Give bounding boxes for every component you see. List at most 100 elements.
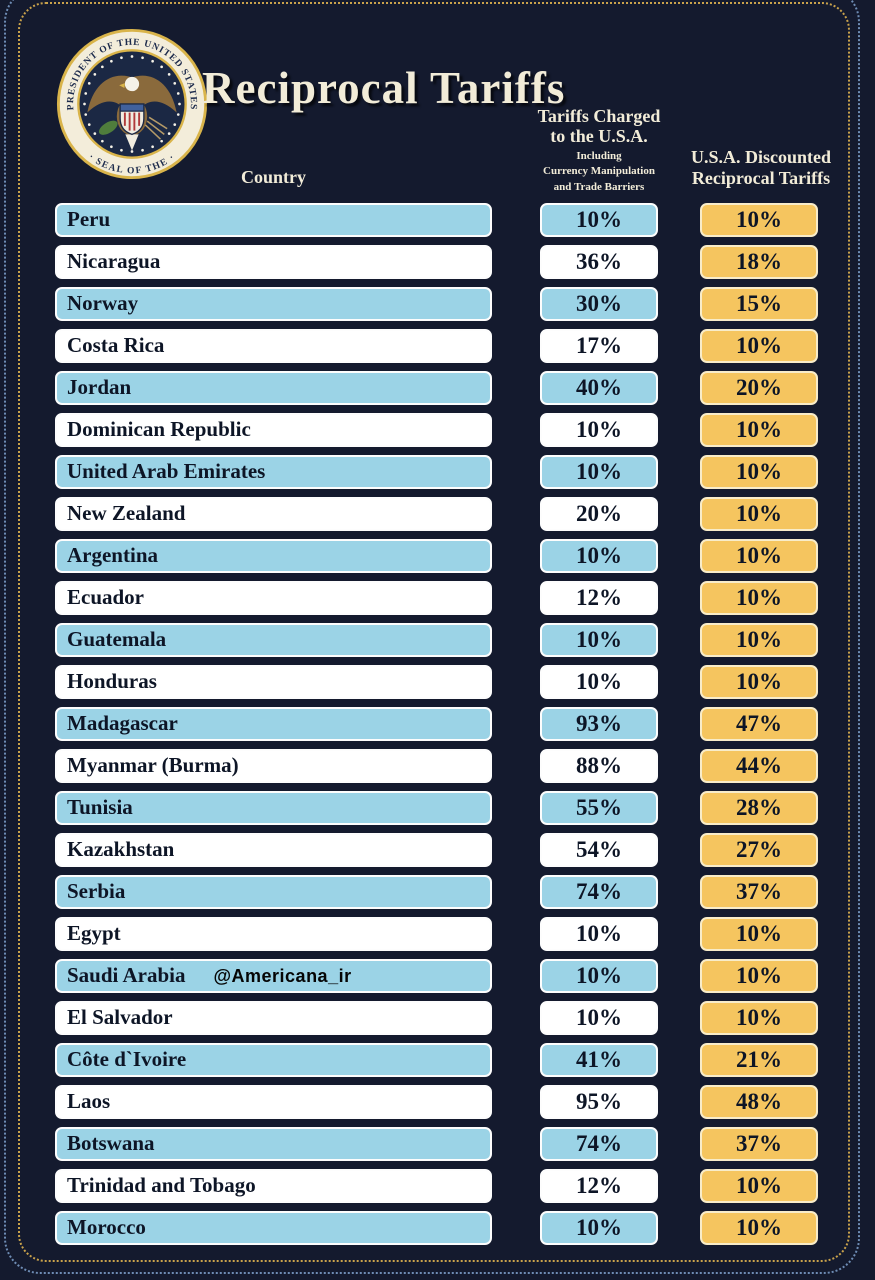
page-title: Reciprocal Tariffs [202, 63, 566, 113]
reciprocal-tariff-cell: 21% [700, 1043, 818, 1077]
charged-header-sub3: and Trade Barriers [553, 180, 645, 193]
country-cell: New Zealand [55, 497, 492, 531]
reciprocal-tariff-cell: 10% [700, 203, 818, 237]
country-name: New Zealand [67, 501, 186, 525]
reciprocal-tariff-cell: 47% [700, 707, 818, 741]
reciprocal-tariff-cell: 10% [700, 917, 818, 951]
tariff-charged-cell: 41% [540, 1043, 658, 1077]
charged-header-line2: to the U.S.A. [550, 126, 648, 147]
table-row: Dominican Republic 10% 10% [0, 413, 875, 447]
reciprocal-tariff-cell: 10% [700, 1169, 818, 1203]
table-row: Madagascar 93% 47% [0, 707, 875, 741]
country-name: Myanmar (Burma) [67, 753, 239, 777]
reciprocal-tariff-cell: 37% [700, 1127, 818, 1161]
tariff-charged-cell: 55% [540, 791, 658, 825]
country-name: Jordan [67, 375, 132, 399]
country-cell: Myanmar (Burma) [55, 749, 492, 783]
tariff-charged-cell: 40% [540, 371, 658, 405]
country-name: Morocco [67, 1215, 146, 1239]
reciprocal-header-line1: U.S.A. Discounted [690, 147, 832, 167]
tariff-charged-cell: 30% [540, 287, 658, 321]
reciprocal-tariff-cell: 10% [700, 665, 818, 699]
table-row: Nicaragua 36% 18% [0, 245, 875, 279]
country-cell: Dominican Republic [55, 413, 492, 447]
reciprocal-tariff-cell: 18% [700, 245, 818, 279]
watermark-text: @Americana_ir [213, 966, 352, 986]
tariff-charged-cell: 20% [540, 497, 658, 531]
country-cell: Costa Rica [55, 329, 492, 363]
reciprocal-tariff-cell: 10% [700, 455, 818, 489]
country-name: Côte d`Ivoire [67, 1047, 187, 1071]
tariff-charged-cell: 10% [540, 665, 658, 699]
table-row: Kazakhstan 54% 27% [0, 833, 875, 867]
country-name: Saudi Arabia [67, 963, 186, 987]
table-row: Ecuador 12% 10% [0, 581, 875, 615]
country-cell: Morocco [55, 1211, 492, 1245]
country-name: Norway [67, 291, 139, 315]
column-header-reciprocal: U.S.A. Discounted Reciprocal Tariffs [678, 147, 844, 188]
table-row: Jordan 40% 20% [0, 371, 875, 405]
table-row: Egypt 10% 10% [0, 917, 875, 951]
tariff-charged-cell: 10% [540, 623, 658, 657]
country-name: Madagascar [67, 711, 178, 735]
tariff-charged-cell: 10% [540, 539, 658, 573]
tariff-charged-cell: 10% [540, 959, 658, 993]
tariff-charged-cell: 74% [540, 875, 658, 909]
tariff-charged-cell: 10% [540, 1211, 658, 1245]
reciprocal-tariff-cell: 20% [700, 371, 818, 405]
reciprocal-tariff-cell: 37% [700, 875, 818, 909]
table-row: Botswana 74% 37% [0, 1127, 875, 1161]
country-cell: Nicaragua [55, 245, 492, 279]
country-name: Dominican Republic [67, 417, 251, 441]
country-name: Egypt [67, 921, 121, 945]
country-cell: Kazakhstan [55, 833, 492, 867]
country-name: Costa Rica [67, 333, 165, 357]
country-cell: Côte d`Ivoire [55, 1043, 492, 1077]
country-cell: Jordan [55, 371, 492, 405]
tariff-charged-cell: 10% [540, 455, 658, 489]
country-name: Honduras [67, 669, 157, 693]
country-name: El Salvador [67, 1005, 173, 1029]
table-row: Guatemala 10% 10% [0, 623, 875, 657]
country-name: United Arab Emirates [67, 459, 266, 483]
reciprocal-tariff-cell: 44% [700, 749, 818, 783]
tariff-charged-cell: 74% [540, 1127, 658, 1161]
country-name: Guatemala [67, 627, 167, 651]
table-row: Morocco 10% 10% [0, 1211, 875, 1245]
reciprocal-tariff-cell: 28% [700, 791, 818, 825]
country-cell: Trinidad and Tobago [55, 1169, 492, 1203]
charged-header-sub2: Currency Manipulation [543, 165, 655, 178]
table-row: Saudi Arabia @Americana_ir 10% 10% [0, 959, 875, 993]
country-name: Argentina [67, 543, 158, 567]
seal-star-ring [83, 55, 181, 153]
reciprocal-tariff-cell: 15% [700, 287, 818, 321]
country-cell: Ecuador [55, 581, 492, 615]
table-row: Laos 95% 48% [0, 1085, 875, 1119]
tariff-charged-cell: 95% [540, 1085, 658, 1119]
country-cell: Madagascar [55, 707, 492, 741]
table-row: Myanmar (Burma) 88% 44% [0, 749, 875, 783]
tariff-charged-cell: 36% [540, 245, 658, 279]
table-row: Côte d`Ivoire 41% 21% [0, 1043, 875, 1077]
country-cell: United Arab Emirates [55, 455, 492, 489]
country-cell: Tunisia [55, 791, 492, 825]
country-name: Serbia [67, 879, 126, 903]
tariff-charged-cell: 88% [540, 749, 658, 783]
table-row: Honduras 10% 10% [0, 665, 875, 699]
reciprocal-tariff-cell: 10% [700, 581, 818, 615]
reciprocal-tariff-cell: 27% [700, 833, 818, 867]
country-cell: Laos [55, 1085, 492, 1119]
tariff-charged-cell: 10% [540, 917, 658, 951]
country-cell: Peru [55, 203, 492, 237]
country-cell: Argentina [55, 539, 492, 573]
table-row: Tunisia 55% 28% [0, 791, 875, 825]
country-name: Peru [67, 207, 111, 231]
country-name: Botswana [67, 1131, 155, 1155]
table-row: Serbia 74% 37% [0, 875, 875, 909]
reciprocal-tariff-cell: 48% [700, 1085, 818, 1119]
tariff-charged-cell: 17% [540, 329, 658, 363]
country-cell: Serbia [55, 875, 492, 909]
reciprocal-tariff-cell: 10% [700, 623, 818, 657]
reciprocal-header-line2: Reciprocal Tariffs [691, 167, 831, 188]
